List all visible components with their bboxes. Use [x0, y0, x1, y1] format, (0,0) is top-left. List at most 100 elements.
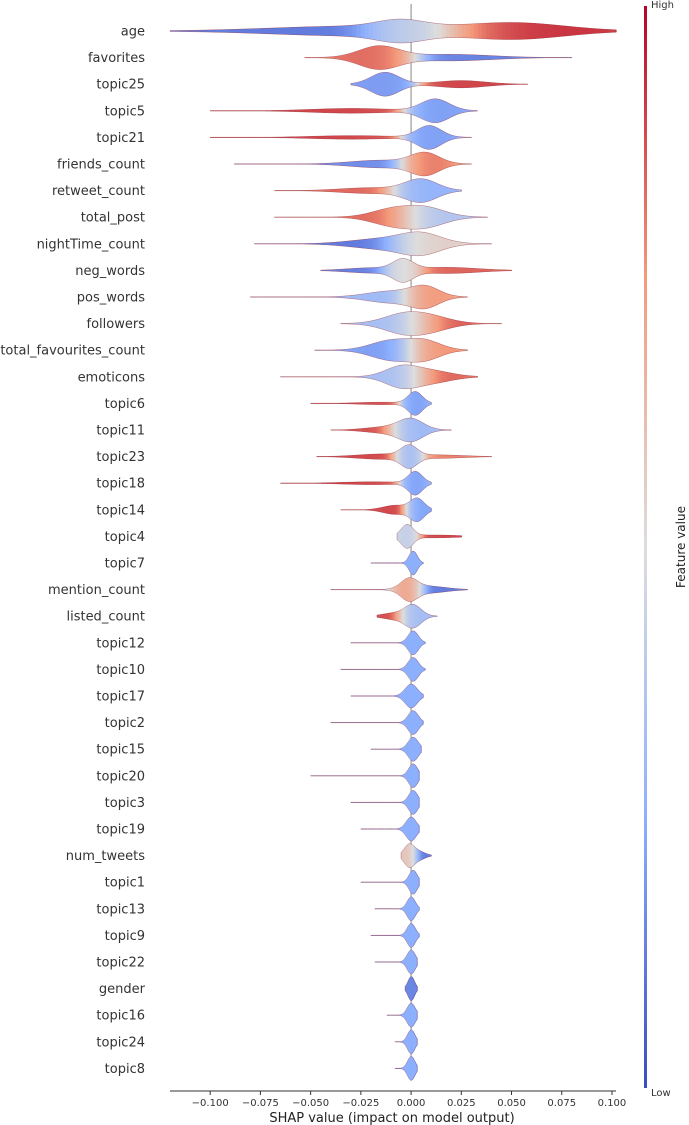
violin-slice: [433, 234, 437, 254]
violin-slice: [404, 156, 408, 172]
violin-slice: [348, 161, 352, 167]
violin-slice: [368, 238, 372, 249]
violin-slice: [469, 216, 473, 219]
violin-followers: [340, 311, 503, 336]
feature-label-emoticons: emoticons: [78, 370, 146, 385]
violin-slice: [381, 237, 385, 251]
violin-topic5: [209, 98, 478, 124]
violin-slice: [214, 29, 220, 33]
violin-slice: [371, 135, 375, 140]
violin-slice: [429, 22, 435, 40]
feature-label-topic10: topic10: [96, 663, 145, 678]
violin-slice: [404, 288, 407, 306]
violin-slice: [319, 243, 322, 245]
violin-slice: [501, 56, 505, 60]
violin-slice: [361, 214, 365, 221]
violin-slice: [348, 25, 354, 37]
feature-label-total-favourites-count: total_favourites_count: [0, 344, 145, 359]
violin-slice: [384, 208, 388, 227]
violin-slice: [285, 110, 289, 112]
violin-outline: [274, 204, 488, 230]
violin-slice: [453, 105, 457, 117]
violin-slice: [336, 135, 339, 140]
violin-slice: [343, 295, 346, 299]
violin-slice: [439, 209, 442, 226]
violin-slice: [297, 109, 301, 112]
violin-slice: [411, 205, 415, 230]
violin-slice: [530, 23, 536, 39]
violin-slice: [374, 160, 378, 168]
violin-slice: [555, 24, 560, 38]
violin-outline: [254, 231, 492, 257]
violin-slice: [327, 242, 331, 246]
violin-slice: [447, 133, 451, 142]
violin-outline: [350, 683, 424, 709]
violin-slice: [404, 108, 408, 114]
violin-slice: [364, 135, 368, 140]
violin-slice: [190, 30, 195, 32]
violin-slice: [345, 135, 349, 140]
violin-slice: [440, 209, 444, 225]
violin-slice: [404, 50, 408, 65]
violin-slice: [182, 30, 187, 32]
violin-slice: [325, 242, 329, 245]
violin-slice: [389, 109, 393, 113]
violin-slice: [443, 292, 447, 302]
violin-slice: [355, 50, 359, 65]
violin-slice: [344, 25, 349, 37]
violin-slice: [490, 22, 495, 40]
violin-outline: [340, 497, 432, 523]
violin-slice: [392, 290, 395, 304]
violin-outline: [330, 417, 452, 443]
violin-slice: [319, 108, 323, 113]
violin-slice: [401, 50, 405, 66]
violin-slice: [329, 162, 332, 166]
violin-slice: [481, 55, 485, 61]
violin-slice: [423, 54, 427, 62]
violin-slice: [206, 29, 212, 33]
violin-slice: [421, 53, 425, 62]
violin-slice: [380, 20, 386, 42]
violin-slice: [430, 125, 434, 150]
violin-slice: [355, 215, 359, 220]
violin-slice: [402, 135, 406, 140]
violin-slice: [331, 135, 335, 140]
violin-slice: [324, 135, 328, 139]
violin-slice: [421, 101, 425, 120]
violin-slice: [387, 236, 391, 252]
violin-slice: [358, 49, 362, 66]
colorbar-title: Feature value: [674, 506, 688, 588]
violin-slice: [426, 99, 430, 122]
violin-slice: [465, 242, 469, 245]
violin-slice: [390, 207, 394, 228]
violin-slice: [477, 54, 481, 61]
violin-slice: [390, 235, 393, 252]
violin-slice: [369, 135, 373, 140]
feature-label-topic17: topic17: [96, 690, 145, 705]
violin-slice: [348, 216, 351, 219]
violin-outline: [350, 71, 528, 97]
violin-slice: [419, 152, 423, 176]
violin-slice: [437, 208, 440, 226]
violin-slice: [334, 108, 338, 114]
violin-slice: [433, 207, 436, 227]
violin-slice: [467, 242, 471, 245]
violin-slice: [287, 110, 291, 112]
violin-slice: [418, 231, 421, 256]
violin-slice: [382, 208, 386, 226]
violin-outline: [169, 18, 617, 44]
violin-slice: [431, 98, 435, 123]
violin-slice: [407, 232, 411, 256]
violin-slice: [287, 27, 293, 35]
violin-slice: [433, 98, 437, 123]
violin-slice: [349, 240, 352, 247]
violin-slice: [344, 216, 347, 218]
feature-label-topic20: topic20: [96, 769, 145, 784]
violin-slice: [416, 231, 419, 256]
violin-slice: [383, 136, 387, 139]
violin-slice: [326, 108, 330, 113]
violin-slice: [290, 136, 294, 139]
feature-label-gender: gender: [99, 982, 146, 997]
violin-slice: [329, 108, 333, 113]
violin-slice: [443, 54, 447, 61]
